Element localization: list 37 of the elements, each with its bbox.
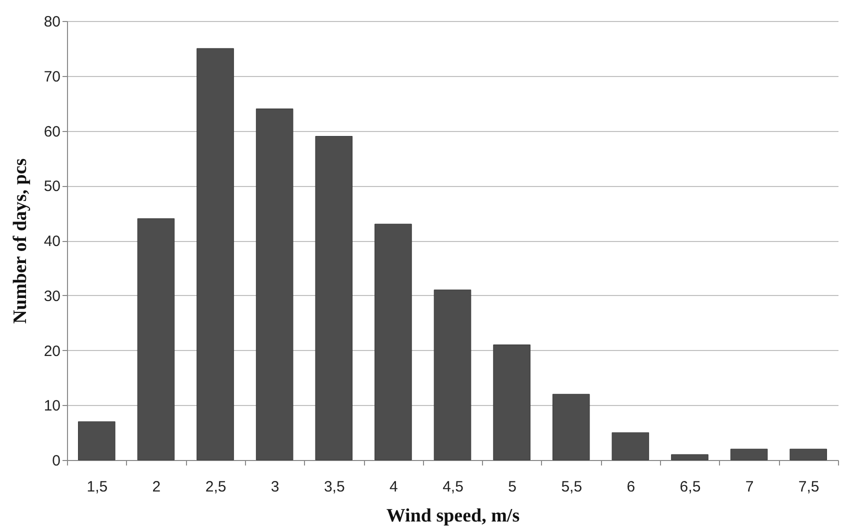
x-tick-label: 7,5 <box>798 478 820 496</box>
y-tick-label: 80 <box>44 14 60 30</box>
x-tick-label: 2 <box>152 478 161 496</box>
x-tick-label: 4 <box>390 478 398 496</box>
y-tick-label: 50 <box>44 178 60 196</box>
x-tick-label: 3 <box>270 478 280 496</box>
bar <box>730 448 768 460</box>
x-tick-label: 2,5 <box>205 478 226 496</box>
y-tick-label: 10 <box>44 398 60 415</box>
x-tick-label: 6,5 <box>680 478 701 496</box>
y-tick-label: 70 <box>44 68 60 86</box>
bar <box>256 108 294 460</box>
y-tick-label: 0 <box>52 452 60 470</box>
bar <box>671 454 708 460</box>
x-tick-label: 1,5 <box>86 478 108 496</box>
y-tick-label: 30 <box>44 288 60 305</box>
bar <box>790 448 827 460</box>
y-tick-label: 60 <box>44 123 60 140</box>
y-tick-label: 40 <box>44 233 60 250</box>
bar <box>315 136 353 460</box>
bar <box>434 290 472 460</box>
x-tick-label: 4,5 <box>442 478 464 496</box>
y-tick-label: 20 <box>44 342 60 360</box>
x-tick-label: 5 <box>508 478 516 496</box>
bar <box>196 48 234 460</box>
y-axis-title: Number of days, pcs <box>10 158 31 324</box>
bar <box>612 432 650 460</box>
x-tick-label: 3,5 <box>324 478 345 496</box>
x-axis-title: Wind speed, m/s <box>386 506 520 526</box>
x-tick-label: 5,5 <box>561 478 582 496</box>
x-tick-label: 6 <box>626 478 636 496</box>
bar <box>493 344 530 460</box>
bar <box>78 421 116 460</box>
bar <box>374 224 412 460</box>
bar <box>137 218 175 460</box>
x-tick-label: 7 <box>745 478 754 496</box>
bar <box>552 394 590 460</box>
